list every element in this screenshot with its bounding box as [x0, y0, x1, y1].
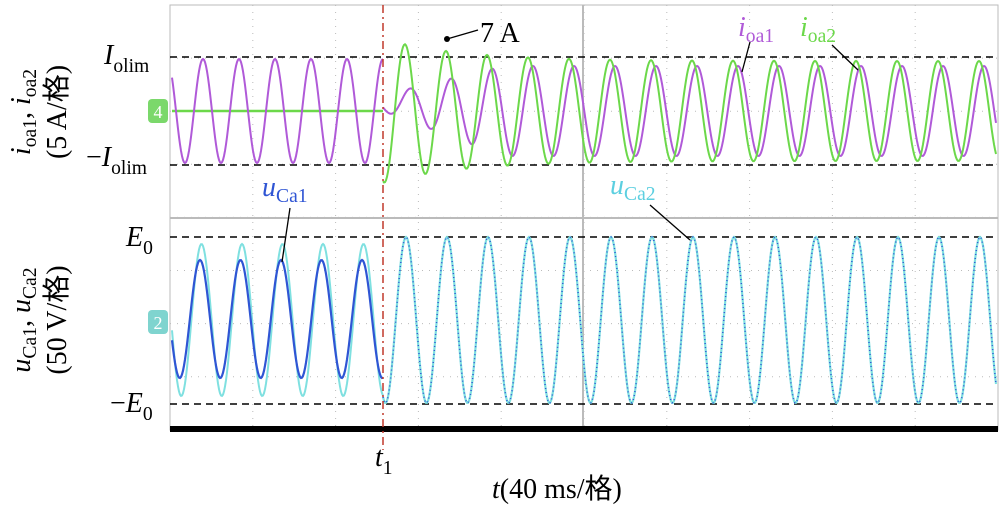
legend-label: ioa1 [738, 12, 774, 47]
waveforms [170, 43, 998, 404]
leader [446, 29, 479, 40]
waveform [170, 258, 384, 380]
subscript: oa1 [20, 119, 41, 147]
minus: − [110, 388, 126, 419]
subscript: 0 [143, 238, 153, 259]
leader [831, 44, 859, 71]
separator: , [6, 105, 37, 119]
waveform [382, 235, 997, 404]
bottom-bar [170, 426, 998, 432]
legend-label: uCa2 [610, 170, 656, 205]
scale: (40 ms/格) [500, 473, 622, 505]
peak-dot [444, 36, 450, 42]
symbol: u [610, 170, 624, 201]
subscript: 0 [143, 404, 153, 425]
bottom-axis-label: uCa1, uCa2 [6, 267, 41, 372]
legend-label: ioa2 [800, 12, 836, 47]
symbol: u [262, 172, 276, 203]
symbol: i [6, 97, 37, 105]
symbol: I [101, 142, 113, 173]
symbol: E [125, 222, 143, 253]
channel-marker [148, 99, 168, 123]
subscript: Ca2 [624, 184, 656, 205]
level-label: −Iolim [86, 142, 147, 179]
time-axis-label: t(40 ms/格) [492, 473, 622, 505]
leader [649, 204, 691, 241]
subscript: 1 [383, 458, 393, 479]
level-label: −E0 [110, 388, 153, 425]
waveform [382, 64, 997, 157]
subscript: Ca2 [20, 267, 41, 299]
channel-label: 4 [154, 102, 163, 122]
symbol: E [125, 388, 143, 419]
symbol: i [800, 12, 808, 43]
subscript: Ca1 [276, 186, 308, 207]
symbol: u [6, 299, 37, 313]
peak-annotation: 7 A [480, 18, 520, 49]
waveform [171, 57, 384, 165]
subscript: olim [111, 158, 147, 179]
channel-marker [148, 310, 168, 334]
symbol: u [6, 359, 37, 373]
level-label: E0 [125, 222, 153, 259]
minus: − [86, 142, 102, 173]
symbol: I [103, 40, 115, 71]
bottom-axis-scale: (50 V/格) [41, 265, 73, 374]
top-axis-label: ioa1, ioa2 [6, 69, 41, 155]
symbol: i [738, 12, 746, 43]
level-label: Iolim [103, 40, 149, 77]
t1-label: t1 [375, 442, 393, 479]
top-axis-scale: (5 A/格) [41, 65, 73, 159]
subscript: oa2 [808, 26, 836, 47]
waveform [382, 43, 997, 184]
subscript: Ca1 [20, 327, 41, 359]
legend-label: uCa1 [262, 172, 308, 207]
limit-lines [170, 56, 998, 405]
symbol: i [6, 147, 37, 155]
subscript: oa1 [746, 26, 774, 47]
leader [281, 207, 291, 263]
subscript: olim [113, 56, 149, 77]
symbol: t [375, 442, 384, 473]
channel-label: 2 [154, 313, 163, 333]
symbol: t [492, 474, 501, 505]
separator: , [6, 313, 37, 327]
leaders [281, 29, 859, 263]
leader [741, 41, 751, 73]
subscript: oa2 [20, 69, 41, 97]
